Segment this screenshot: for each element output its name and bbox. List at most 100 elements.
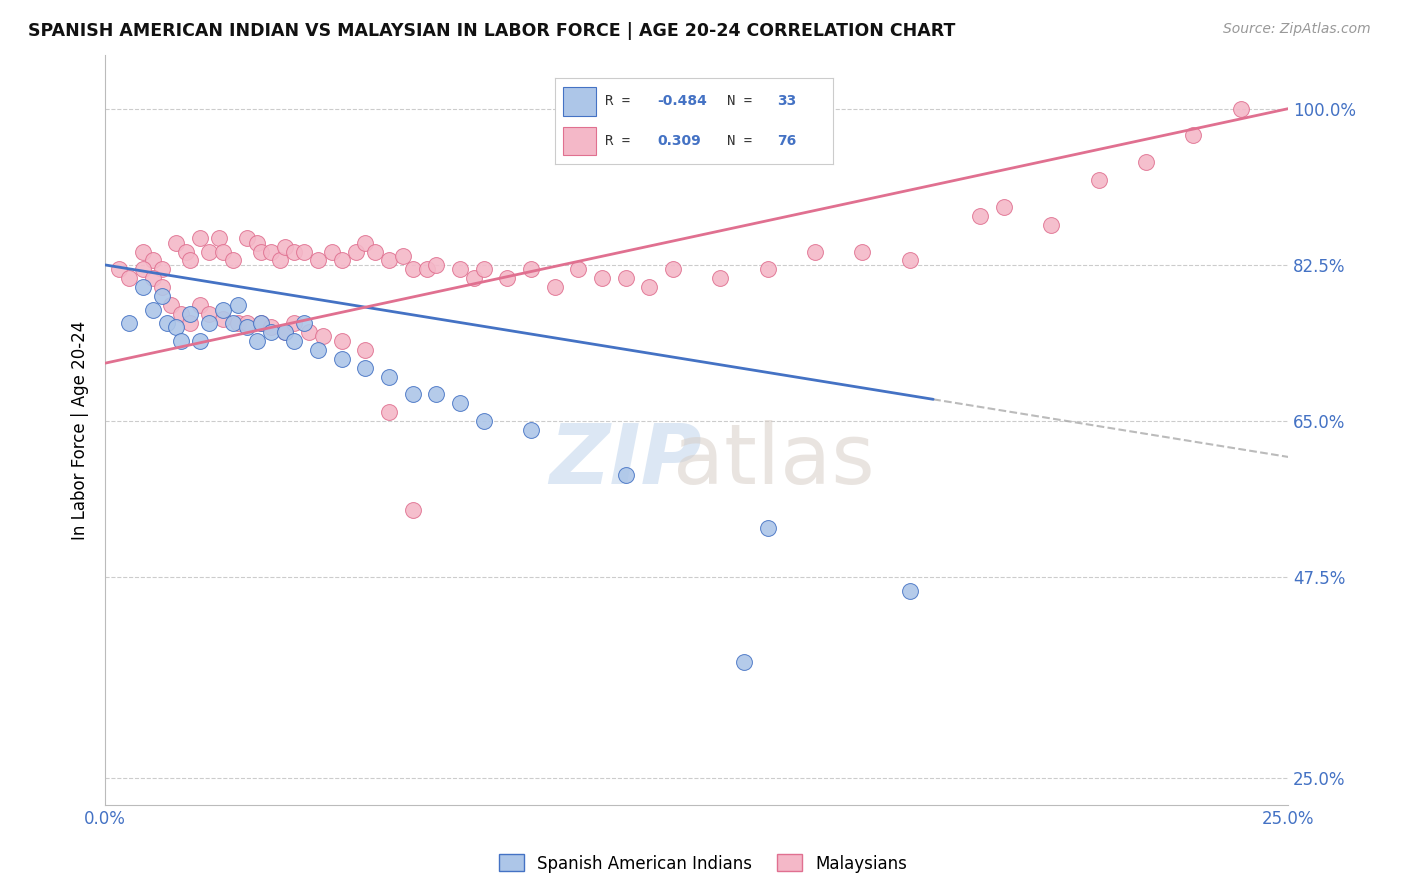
Point bbox=[567, 262, 589, 277]
Point bbox=[179, 307, 201, 321]
Point bbox=[307, 253, 329, 268]
Point bbox=[236, 316, 259, 330]
Point bbox=[222, 316, 245, 330]
Point bbox=[330, 351, 353, 366]
Point bbox=[614, 271, 637, 285]
Point bbox=[392, 249, 415, 263]
Point bbox=[150, 280, 173, 294]
Point bbox=[591, 271, 613, 285]
Point bbox=[179, 253, 201, 268]
Point bbox=[804, 244, 827, 259]
Point bbox=[118, 316, 141, 330]
Point bbox=[993, 200, 1015, 214]
Point bbox=[250, 244, 273, 259]
Point bbox=[198, 244, 221, 259]
Point bbox=[274, 240, 297, 254]
Point bbox=[378, 405, 401, 419]
Point bbox=[141, 302, 163, 317]
Point bbox=[160, 298, 183, 312]
Point bbox=[709, 271, 731, 285]
Y-axis label: In Labor Force | Age 20-24: In Labor Force | Age 20-24 bbox=[72, 320, 89, 540]
Point bbox=[449, 396, 471, 410]
Text: atlas: atlas bbox=[672, 419, 875, 500]
Point bbox=[212, 244, 235, 259]
Point bbox=[226, 316, 249, 330]
Point bbox=[274, 325, 297, 339]
Point bbox=[449, 262, 471, 277]
Point bbox=[472, 262, 495, 277]
Point bbox=[364, 244, 387, 259]
Point bbox=[544, 280, 567, 294]
Point bbox=[1182, 128, 1205, 143]
Point bbox=[378, 253, 401, 268]
Point bbox=[108, 262, 131, 277]
Point bbox=[1135, 155, 1157, 169]
Point bbox=[969, 209, 991, 223]
Point bbox=[274, 325, 297, 339]
Point bbox=[250, 316, 273, 330]
Point bbox=[425, 258, 447, 272]
Text: Source: ZipAtlas.com: Source: ZipAtlas.com bbox=[1223, 22, 1371, 37]
Point bbox=[756, 521, 779, 535]
Point bbox=[150, 289, 173, 303]
Point bbox=[898, 253, 921, 268]
Legend: Spanish American Indians, Malaysians: Spanish American Indians, Malaysians bbox=[492, 847, 914, 880]
Point bbox=[198, 307, 221, 321]
Point bbox=[174, 244, 197, 259]
Point bbox=[307, 343, 329, 357]
Point bbox=[188, 334, 211, 348]
Point bbox=[260, 320, 283, 334]
Point bbox=[330, 334, 353, 348]
Point bbox=[354, 343, 377, 357]
Point bbox=[756, 262, 779, 277]
Point bbox=[260, 325, 283, 339]
Point bbox=[226, 298, 249, 312]
Point bbox=[118, 271, 141, 285]
Point bbox=[463, 271, 485, 285]
Point bbox=[198, 316, 221, 330]
Point bbox=[638, 280, 661, 294]
Point bbox=[614, 467, 637, 482]
Point bbox=[179, 316, 201, 330]
Point bbox=[330, 253, 353, 268]
Point bbox=[156, 316, 179, 330]
Point bbox=[1087, 173, 1109, 187]
Point bbox=[344, 244, 367, 259]
Point bbox=[354, 360, 377, 375]
Point bbox=[188, 298, 211, 312]
Point bbox=[283, 244, 305, 259]
Point bbox=[165, 235, 187, 250]
Point bbox=[132, 244, 155, 259]
Point bbox=[132, 280, 155, 294]
Point bbox=[1229, 102, 1251, 116]
Point bbox=[283, 316, 305, 330]
Point bbox=[292, 316, 315, 330]
Text: ZIP: ZIP bbox=[550, 419, 702, 500]
Point bbox=[425, 387, 447, 401]
Point bbox=[520, 423, 543, 437]
Point bbox=[321, 244, 343, 259]
Point bbox=[246, 334, 269, 348]
Point bbox=[246, 235, 269, 250]
Point bbox=[402, 387, 425, 401]
Point bbox=[292, 244, 315, 259]
Point bbox=[132, 262, 155, 277]
Point bbox=[416, 262, 439, 277]
Point bbox=[150, 262, 173, 277]
Point bbox=[662, 262, 685, 277]
Point bbox=[165, 320, 187, 334]
Point bbox=[236, 320, 259, 334]
Point bbox=[472, 414, 495, 428]
Point bbox=[236, 231, 259, 245]
Point bbox=[298, 325, 321, 339]
Point bbox=[170, 307, 193, 321]
Point bbox=[496, 271, 519, 285]
Point bbox=[170, 334, 193, 348]
Point bbox=[212, 302, 235, 317]
Point bbox=[898, 583, 921, 598]
Point bbox=[733, 655, 755, 669]
Point bbox=[312, 329, 335, 343]
Point bbox=[188, 231, 211, 245]
Point bbox=[269, 253, 291, 268]
Point bbox=[208, 231, 231, 245]
